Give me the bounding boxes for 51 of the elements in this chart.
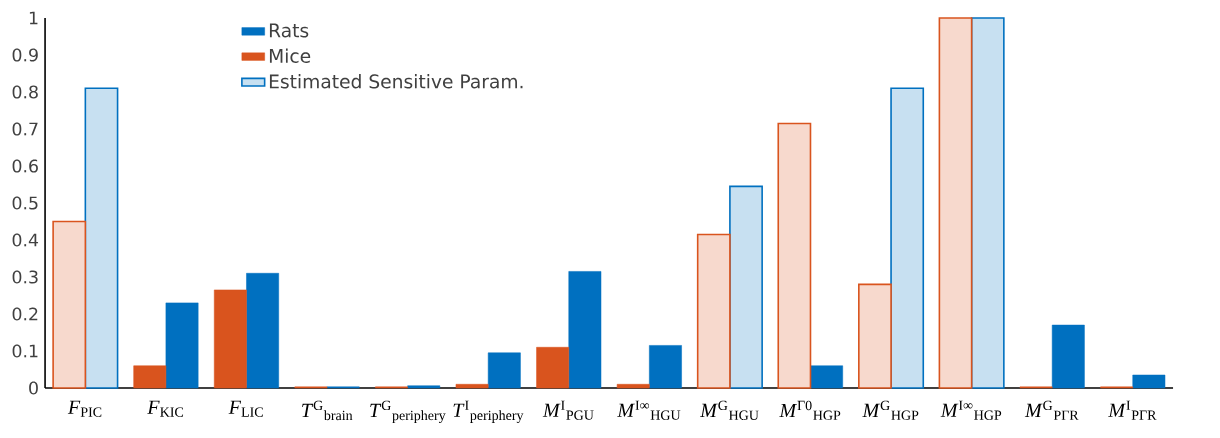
x-tick-label: M$^{G}$HGU (700, 400, 759, 420)
y-tick-label: 0.9 (12, 48, 38, 62)
bar (938, 17, 973, 389)
bar (649, 345, 682, 389)
x-tick-label: M$^{G}$HGP (862, 400, 919, 420)
y-tick-label: 0.8 (12, 85, 38, 99)
x-tick-label: F$_{PIC}$ (67, 400, 102, 417)
bar (213, 289, 247, 389)
bar (165, 302, 199, 389)
bar (536, 347, 570, 389)
y-tick-label: 0 (29, 381, 38, 395)
y-tick-label: 0.3 (12, 270, 38, 284)
bar (407, 385, 441, 389)
x-tick-label: F$_{LIC}$ (228, 400, 263, 417)
y-tick-label: 1 (29, 11, 38, 25)
bar (970, 17, 1005, 389)
bar (52, 220, 87, 389)
x-tick-label: T$^{G}$periphery (370, 400, 446, 424)
bar (568, 271, 602, 389)
bar (616, 384, 650, 389)
legend-label: Mice (269, 48, 311, 63)
bar (777, 122, 812, 389)
y-tick-label: 0.4 (12, 233, 39, 247)
bar (729, 185, 763, 389)
y-tick-label: 0.5 (12, 196, 38, 210)
bar (858, 283, 892, 389)
legend-label: Rats (269, 23, 309, 38)
bar (455, 384, 489, 389)
x-tick-label: M$^{I∞}$HGP (940, 400, 1002, 420)
x-tick-label: T$^{I}$periphery (453, 400, 524, 423)
x-tick-label: M$^{G}$PΓR (1024, 400, 1079, 420)
bar (696, 233, 731, 389)
x-tick-label: M$^{I}$PGU (542, 400, 594, 420)
bar (246, 273, 279, 389)
legend-label: Estimated Sensitive Param. (269, 74, 523, 89)
x-tick-label: M$^{Γ0}$HGP (779, 400, 841, 420)
x-tick-label: T$^{G}$brain (302, 400, 353, 421)
x-tick-label: F$_{KIC}$ (147, 400, 184, 417)
x-tick-label: M$^{I∞}$HGU (617, 400, 681, 420)
y-tick-label: 0.7 (12, 122, 38, 136)
bar (133, 365, 167, 389)
bar (1051, 324, 1085, 389)
x-tick-label: M$^{I}$PΓR (1108, 400, 1157, 420)
y-tick-label: 0.2 (12, 307, 38, 321)
bar (1132, 374, 1166, 389)
bar (890, 87, 925, 389)
bar (84, 87, 119, 389)
y-tick-label: 0.6 (12, 159, 38, 173)
y-tick-label: 0.1 (12, 344, 38, 358)
bar (810, 365, 843, 389)
bar (487, 352, 521, 389)
